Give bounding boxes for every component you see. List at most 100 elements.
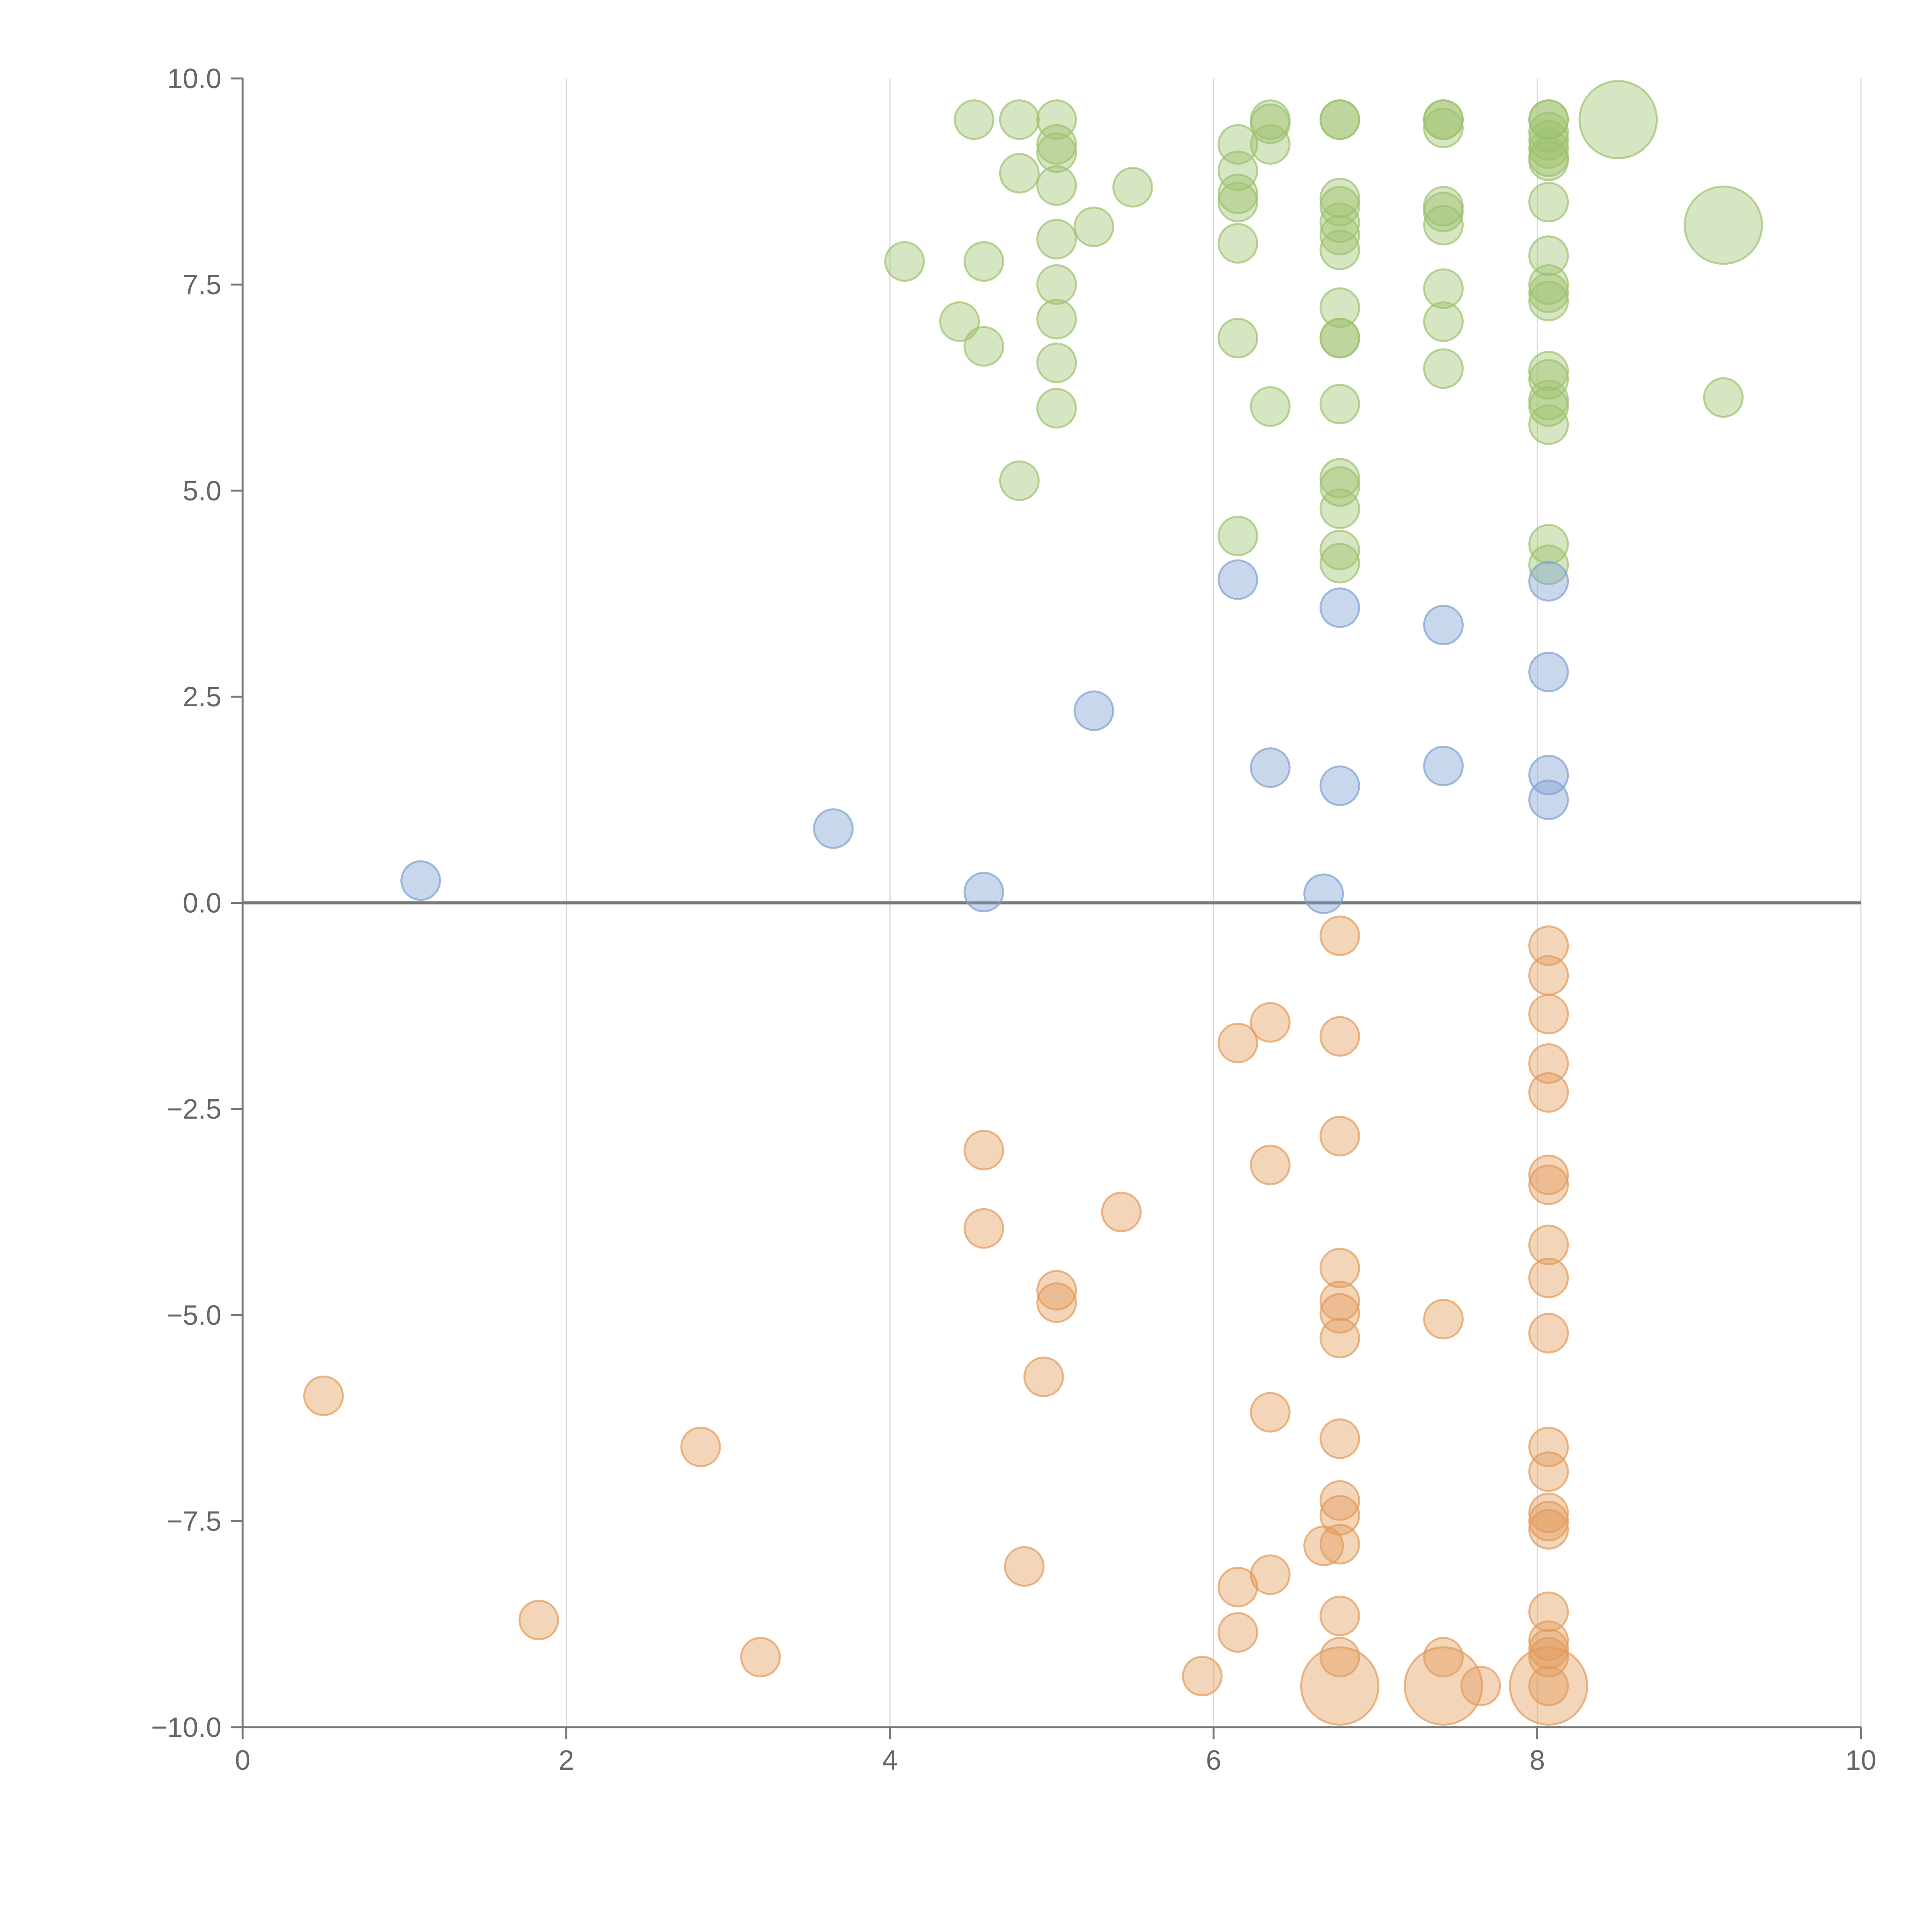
data-point [1319, 1016, 1360, 1057]
axes [231, 77, 1862, 1739]
data-point [1319, 1418, 1360, 1459]
data-point [1423, 745, 1464, 786]
data-point [1036, 219, 1077, 260]
y-tick-label: −7.5 [167, 1506, 221, 1537]
data-point [1528, 264, 1569, 305]
data-point [1250, 103, 1291, 144]
data-point [1101, 1192, 1142, 1233]
data-point [1528, 994, 1569, 1035]
data-point [1036, 1282, 1077, 1323]
data-point [1423, 107, 1464, 148]
data-point [1319, 1293, 1360, 1334]
data-point [813, 808, 854, 849]
data-point [1319, 186, 1360, 227]
data-point [963, 241, 1004, 282]
data-point [1036, 299, 1077, 340]
data-point [1528, 386, 1569, 427]
data-point [1319, 1524, 1360, 1565]
data-point-large [1578, 80, 1658, 160]
tick-labels: 0 2 4 6 8 10 10.0 7.5 5.0 2.5 0.0 −2.5 −5.0 −7.5 −10.0 [151, 63, 1876, 1776]
data-point [1528, 120, 1569, 161]
data-point [1218, 559, 1259, 600]
data-point [1423, 268, 1464, 309]
x-tick-label: 4 [882, 1745, 898, 1776]
data-point [1528, 955, 1569, 996]
data-point [1023, 1356, 1064, 1397]
x-tick-label: 8 [1529, 1745, 1545, 1776]
data-point [954, 99, 995, 140]
data-point [1319, 765, 1360, 806]
data-point [1528, 1628, 1569, 1669]
data-point [1250, 124, 1291, 165]
data-point [1528, 281, 1569, 321]
data-point [1218, 223, 1259, 264]
data-point [1319, 915, 1360, 956]
data-point [963, 1130, 1004, 1171]
data-point [1528, 755, 1569, 796]
x-tick-label: 2 [559, 1745, 574, 1776]
data-point [1528, 1155, 1569, 1196]
data-point [1250, 1145, 1291, 1185]
data-point [1250, 1002, 1291, 1043]
data-point [1528, 99, 1569, 140]
data-point [1528, 1620, 1569, 1661]
data-point [963, 872, 1004, 913]
data-point [1319, 1595, 1360, 1636]
data-point [1528, 1164, 1569, 1205]
data-point [1218, 150, 1259, 191]
data-point [1319, 214, 1360, 255]
data-point [1528, 561, 1569, 602]
data-point [303, 1375, 344, 1416]
data-point [1528, 544, 1569, 585]
data-point [1528, 1072, 1569, 1113]
y-tick-label: 2.5 [183, 682, 221, 713]
data-point [1004, 1546, 1045, 1587]
data-point [1250, 1392, 1291, 1433]
data-point [1319, 529, 1360, 570]
data-point [963, 1208, 1004, 1249]
data-point [1319, 488, 1360, 529]
data-point [1528, 1509, 1569, 1550]
data-point [1036, 124, 1077, 165]
data-point [1423, 205, 1464, 246]
data-point [1319, 466, 1360, 507]
data-point [1319, 587, 1360, 628]
data-points [303, 80, 1763, 1726]
data-point [1528, 1492, 1569, 1533]
y-tick-label: −2.5 [167, 1094, 221, 1125]
data-point [1319, 287, 1360, 328]
data-point [999, 153, 1040, 194]
data-point [518, 1600, 559, 1641]
data-point [1528, 1257, 1569, 1298]
data-point [1319, 1637, 1360, 1678]
data-point [1423, 1637, 1464, 1678]
data-point [1036, 388, 1077, 429]
data-point [1528, 350, 1569, 391]
data-point [1528, 779, 1569, 820]
data-point [1528, 272, 1569, 313]
data-point [1319, 1116, 1360, 1156]
data-point [740, 1637, 781, 1678]
y-tick-label: 10.0 [167, 63, 221, 94]
data-point-large [1509, 1646, 1588, 1726]
data-point [1528, 524, 1569, 565]
data-point [1218, 1566, 1259, 1607]
data-point [1319, 1318, 1360, 1359]
data-point [1528, 182, 1569, 223]
data-point [1112, 167, 1153, 208]
data-point [1036, 264, 1077, 305]
y-tick-label: 5.0 [183, 476, 221, 507]
data-point [1303, 1526, 1344, 1566]
data-point [1319, 384, 1360, 425]
data-point [1250, 747, 1291, 788]
data-point [1423, 99, 1464, 140]
data-point-large [1684, 185, 1763, 265]
x-tick-label: 10 [1845, 1745, 1876, 1776]
x-tick-label: 0 [235, 1745, 250, 1776]
data-point [1218, 1612, 1259, 1653]
data-point [1528, 404, 1569, 445]
y-tick-label: 0.0 [183, 888, 221, 919]
data-point [1218, 318, 1259, 359]
data-point [1528, 1313, 1569, 1354]
data-point [1303, 873, 1344, 914]
